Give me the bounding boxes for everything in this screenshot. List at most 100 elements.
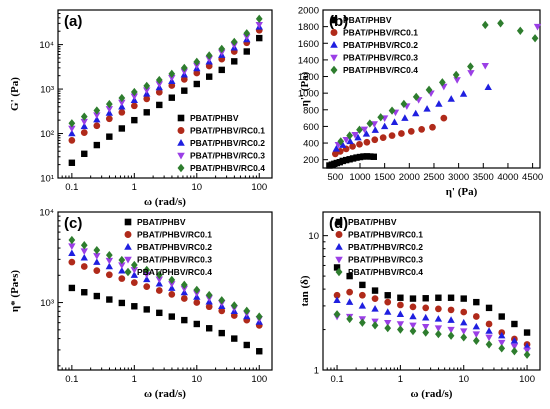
data-point (156, 101, 163, 109)
data-point (438, 78, 446, 87)
legend-label: PBAT/PHBV/RC0.2 (190, 138, 265, 148)
legend-marker (177, 127, 185, 134)
data-point (481, 62, 489, 70)
data-point (118, 93, 126, 103)
data-point (485, 304, 493, 312)
legend-label: PBAT/PHBV/RC0.3 (137, 255, 212, 265)
data-point (193, 62, 201, 70)
x-tick-label: 0.1 (65, 182, 78, 193)
data-point (422, 323, 430, 331)
data-point (130, 102, 138, 110)
data-point (156, 309, 163, 317)
data-point (397, 325, 404, 334)
data-point (143, 275, 151, 283)
data-point (342, 137, 350, 144)
data-point (168, 69, 176, 79)
data-point (143, 271, 151, 279)
data-point (401, 114, 409, 121)
data-point (80, 263, 88, 270)
data-point (130, 279, 138, 286)
x-tick-label: 1 (132, 182, 137, 193)
data-point (370, 153, 377, 160)
data-point (230, 301, 238, 310)
panel-c: 0.1 1 10 100 10³ 10⁴ ω (rad/s) η* (Pa•s) (c) PBAT… (9, 208, 273, 400)
data-point (118, 108, 126, 116)
data-points (68, 14, 263, 166)
data-point (155, 75, 163, 85)
data-point (447, 331, 455, 340)
legend-marker (335, 267, 343, 277)
data-point (360, 126, 369, 134)
data-point (80, 241, 88, 250)
data-point (523, 350, 531, 359)
data-point (105, 115, 113, 123)
legend-marker (335, 218, 343, 226)
data-point (93, 141, 101, 149)
data-point (255, 21, 263, 29)
data-point (231, 335, 238, 342)
x-tick-label: 100 (251, 182, 267, 193)
x-axis-title: ω (rad/s) (411, 388, 453, 400)
data-point (409, 312, 417, 320)
legend-label: PBAT/PHBV/RC0.1 (137, 230, 212, 240)
data-point (143, 306, 150, 313)
data-point (243, 306, 251, 316)
data-point (93, 115, 101, 123)
data-point (193, 299, 201, 306)
data-point (193, 80, 200, 88)
data-point (354, 133, 362, 141)
x-tick-label: 4500 (522, 172, 543, 183)
data-point (510, 343, 519, 351)
data-point (360, 153, 367, 160)
data-point (485, 320, 493, 328)
data-point (418, 125, 425, 133)
x-tick-label: 3000 (448, 172, 469, 183)
data-point (130, 267, 139, 274)
legend-label: PBAT/PHBV/RC0.4 (348, 267, 423, 277)
data-point (143, 109, 150, 116)
data-point (380, 122, 389, 130)
data-point (155, 81, 163, 88)
data-point (80, 129, 88, 136)
data-point (93, 292, 101, 300)
data-point (407, 128, 415, 135)
data-points (326, 19, 542, 169)
data-point (106, 133, 113, 140)
legend-label: PBAT/PHBV/RC0.3 (348, 255, 423, 265)
data-point (498, 331, 506, 339)
data-point (384, 292, 391, 299)
data-point (371, 136, 379, 144)
data-point (353, 154, 360, 161)
data-point (511, 347, 518, 356)
data-point (118, 299, 126, 307)
panel-label: (a) (64, 13, 82, 30)
data-point (467, 70, 475, 77)
data-point (243, 48, 250, 55)
data-point (339, 157, 346, 165)
data-point (243, 341, 250, 349)
data-point (435, 100, 443, 107)
data-point (168, 94, 175, 101)
legend-marker (330, 29, 338, 36)
data-point (143, 265, 151, 275)
data-point (68, 243, 76, 250)
legend-marker (124, 231, 132, 238)
data-point (168, 291, 176, 298)
data-point (243, 29, 251, 38)
data-point (346, 314, 353, 324)
legend-marker (177, 163, 185, 173)
data-point (371, 305, 379, 312)
data-point (143, 87, 151, 94)
data-point (422, 295, 429, 302)
y-tick-label: 1 (314, 366, 319, 377)
data-point (435, 305, 442, 313)
data-point (440, 114, 448, 122)
data-point (231, 58, 238, 65)
data-point (485, 340, 493, 349)
data-point (106, 296, 113, 303)
data-point (384, 323, 392, 333)
data-point (429, 123, 436, 131)
legend-label: PBAT/PHBV/RC0.1 (190, 126, 265, 136)
data-point (363, 138, 371, 146)
